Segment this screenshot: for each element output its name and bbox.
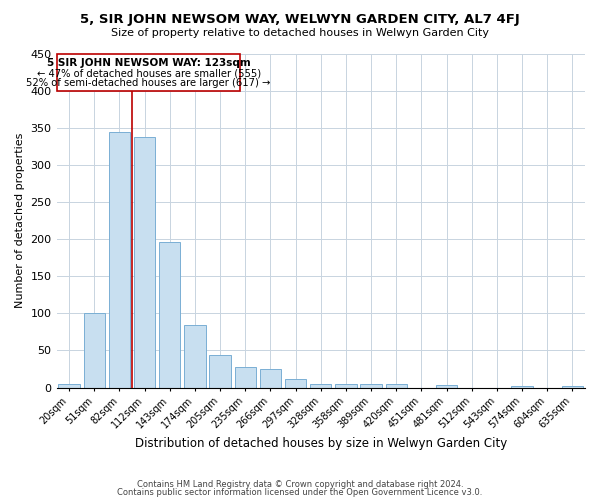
Bar: [83, 314, 105, 388]
Text: 5 SIR JOHN NEWSOM WAY: 123sqm: 5 SIR JOHN NEWSOM WAY: 123sqm: [47, 58, 251, 68]
Bar: [159, 242, 181, 388]
Bar: [436, 386, 457, 388]
Bar: [184, 324, 206, 388]
FancyBboxPatch shape: [57, 54, 240, 91]
Bar: [361, 384, 382, 388]
Bar: [285, 380, 307, 388]
Bar: [109, 132, 130, 388]
Bar: [310, 384, 331, 388]
Bar: [260, 369, 281, 388]
Bar: [58, 384, 80, 388]
Bar: [235, 368, 256, 388]
Bar: [386, 384, 407, 388]
Bar: [209, 355, 231, 388]
Bar: [134, 137, 155, 388]
Bar: [335, 384, 356, 388]
Text: 5, SIR JOHN NEWSOM WAY, WELWYN GARDEN CITY, AL7 4FJ: 5, SIR JOHN NEWSOM WAY, WELWYN GARDEN CI…: [80, 12, 520, 26]
X-axis label: Distribution of detached houses by size in Welwyn Garden City: Distribution of detached houses by size …: [134, 437, 507, 450]
Y-axis label: Number of detached properties: Number of detached properties: [15, 133, 25, 308]
Text: Contains public sector information licensed under the Open Government Licence v3: Contains public sector information licen…: [118, 488, 482, 497]
Text: Contains HM Land Registry data © Crown copyright and database right 2024.: Contains HM Land Registry data © Crown c…: [137, 480, 463, 489]
Text: Size of property relative to detached houses in Welwyn Garden City: Size of property relative to detached ho…: [111, 28, 489, 38]
Text: ← 47% of detached houses are smaller (555): ← 47% of detached houses are smaller (55…: [37, 69, 261, 79]
Text: 52% of semi-detached houses are larger (617) →: 52% of semi-detached houses are larger (…: [26, 78, 271, 88]
Bar: [511, 386, 533, 388]
Bar: [562, 386, 583, 388]
